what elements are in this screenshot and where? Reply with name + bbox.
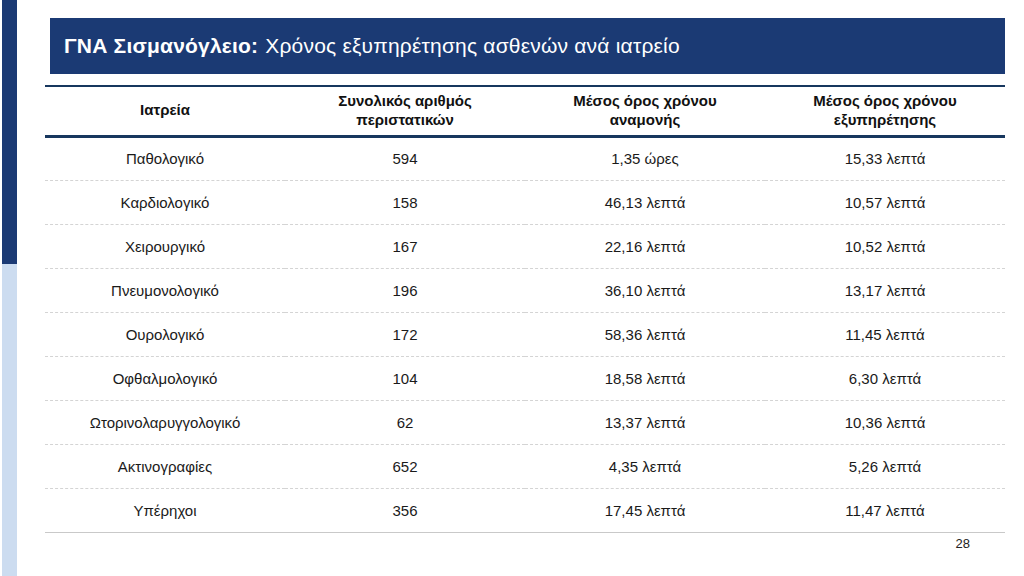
service-cell: 6,30 λεπτά xyxy=(765,356,1005,400)
table-row: Χειρουργικό 167 22,16 λεπτά 10,52 λεπτά xyxy=(45,224,1005,268)
column-header-clinic: Ιατρεία xyxy=(45,86,285,136)
clinic-cell: Οφθαλμολογικό xyxy=(45,356,285,400)
wait-cell: 46,13 λεπτά xyxy=(525,180,765,224)
table-row: Οφθαλμολογικό 104 18,58 λεπτά 6,30 λεπτά xyxy=(45,356,1005,400)
clinic-cell: Υπέρηχοι xyxy=(45,488,285,532)
service-cell: 13,17 λεπτά xyxy=(765,268,1005,312)
service-cell: 10,52 λεπτά xyxy=(765,224,1005,268)
wait-cell: 18,58 λεπτά xyxy=(525,356,765,400)
cases-cell: 158 xyxy=(285,180,525,224)
table-row: Ουρολογικό 172 58,36 λεπτά 11,45 λεπτά xyxy=(45,312,1005,356)
service-cell: 15,33 λεπτά xyxy=(765,136,1005,180)
wait-cell: 4,35 λεπτά xyxy=(525,444,765,488)
title-hospital-name: ΓΝΑ Σισμανόγλειο: xyxy=(64,34,258,58)
cases-cell: 172 xyxy=(285,312,525,356)
table-header: Ιατρεία Συνολικός αριθμός περιστατικών Μ… xyxy=(45,86,1005,136)
column-header-wait: Μέσος όρος χρόνου αναμονής xyxy=(525,86,765,136)
clinic-cell: Ακτινογραφίες xyxy=(45,444,285,488)
cases-cell: 104 xyxy=(285,356,525,400)
table-row: Πνευμονολογικό 196 36,10 λεπτά 13,17 λεπ… xyxy=(45,268,1005,312)
left-accent-stripe-dark xyxy=(2,0,17,264)
wait-cell: 22,16 λεπτά xyxy=(525,224,765,268)
wait-cell: 13,37 λεπτά xyxy=(525,400,765,444)
cases-cell: 167 xyxy=(285,224,525,268)
page-number: 28 xyxy=(905,536,970,551)
service-time-table: Ιατρεία Συνολικός αριθμός περιστατικών Μ… xyxy=(45,85,1005,533)
service-time-table-wrap: Ιατρεία Συνολικός αριθμός περιστατικών Μ… xyxy=(45,85,1005,533)
left-accent-stripe-light xyxy=(2,264,17,576)
title-subject: Χρόνος εξυπηρέτησης ασθενών ανά ιατρείο xyxy=(265,34,680,58)
service-cell: 10,36 λεπτά xyxy=(765,400,1005,444)
clinic-cell: Ωτορινολαρυγγολογικό xyxy=(45,400,285,444)
cases-cell: 196 xyxy=(285,268,525,312)
clinic-cell: Παθολογικό xyxy=(45,136,285,180)
clinic-cell: Χειρουργικό xyxy=(45,224,285,268)
clinic-cell: Καρδιολογικό xyxy=(45,180,285,224)
wait-cell: 17,45 λεπτά xyxy=(525,488,765,532)
cases-cell: 652 xyxy=(285,444,525,488)
wait-cell: 36,10 λεπτά xyxy=(525,268,765,312)
column-header-service: Μέσος όρος χρόνου εξυπηρέτησης xyxy=(765,86,1005,136)
service-cell: 10,57 λεπτά xyxy=(765,180,1005,224)
service-cell: 11,47 λεπτά xyxy=(765,488,1005,532)
table-row: Καρδιολογικό 158 46,13 λεπτά 10,57 λεπτά xyxy=(45,180,1005,224)
wait-cell: 58,36 λεπτά xyxy=(525,312,765,356)
clinic-cell: Πνευμονολογικό xyxy=(45,268,285,312)
cases-cell: 62 xyxy=(285,400,525,444)
wait-cell: 1,35 ώρες xyxy=(525,136,765,180)
column-header-cases: Συνολικός αριθμός περιστατικών xyxy=(285,86,525,136)
cases-cell: 594 xyxy=(285,136,525,180)
title-bar: ΓΝΑ Σισμανόγλειο: Χρόνος εξυπηρέτησης ασ… xyxy=(50,18,1005,74)
table-row: Παθολογικό 594 1,35 ώρες 15,33 λεπτά xyxy=(45,136,1005,180)
table-row: Υπέρηχοι 356 17,45 λεπτά 11,47 λεπτά xyxy=(45,488,1005,532)
service-cell: 5,26 λεπτά xyxy=(765,444,1005,488)
service-cell: 11,45 λεπτά xyxy=(765,312,1005,356)
cases-cell: 356 xyxy=(285,488,525,532)
table-body: Παθολογικό 594 1,35 ώρες 15,33 λεπτά Καρ… xyxy=(45,136,1005,532)
slide: ΓΝΑ Σισμανόγλειο: Χρόνος εξυπηρέτησης ασ… xyxy=(0,0,1024,576)
header-row: Ιατρεία Συνολικός αριθμός περιστατικών Μ… xyxy=(45,86,1005,136)
clinic-cell: Ουρολογικό xyxy=(45,312,285,356)
table-row: Ωτορινολαρυγγολογικό 62 13,37 λεπτά 10,3… xyxy=(45,400,1005,444)
table-row: Ακτινογραφίες 652 4,35 λεπτά 5,26 λεπτά xyxy=(45,444,1005,488)
